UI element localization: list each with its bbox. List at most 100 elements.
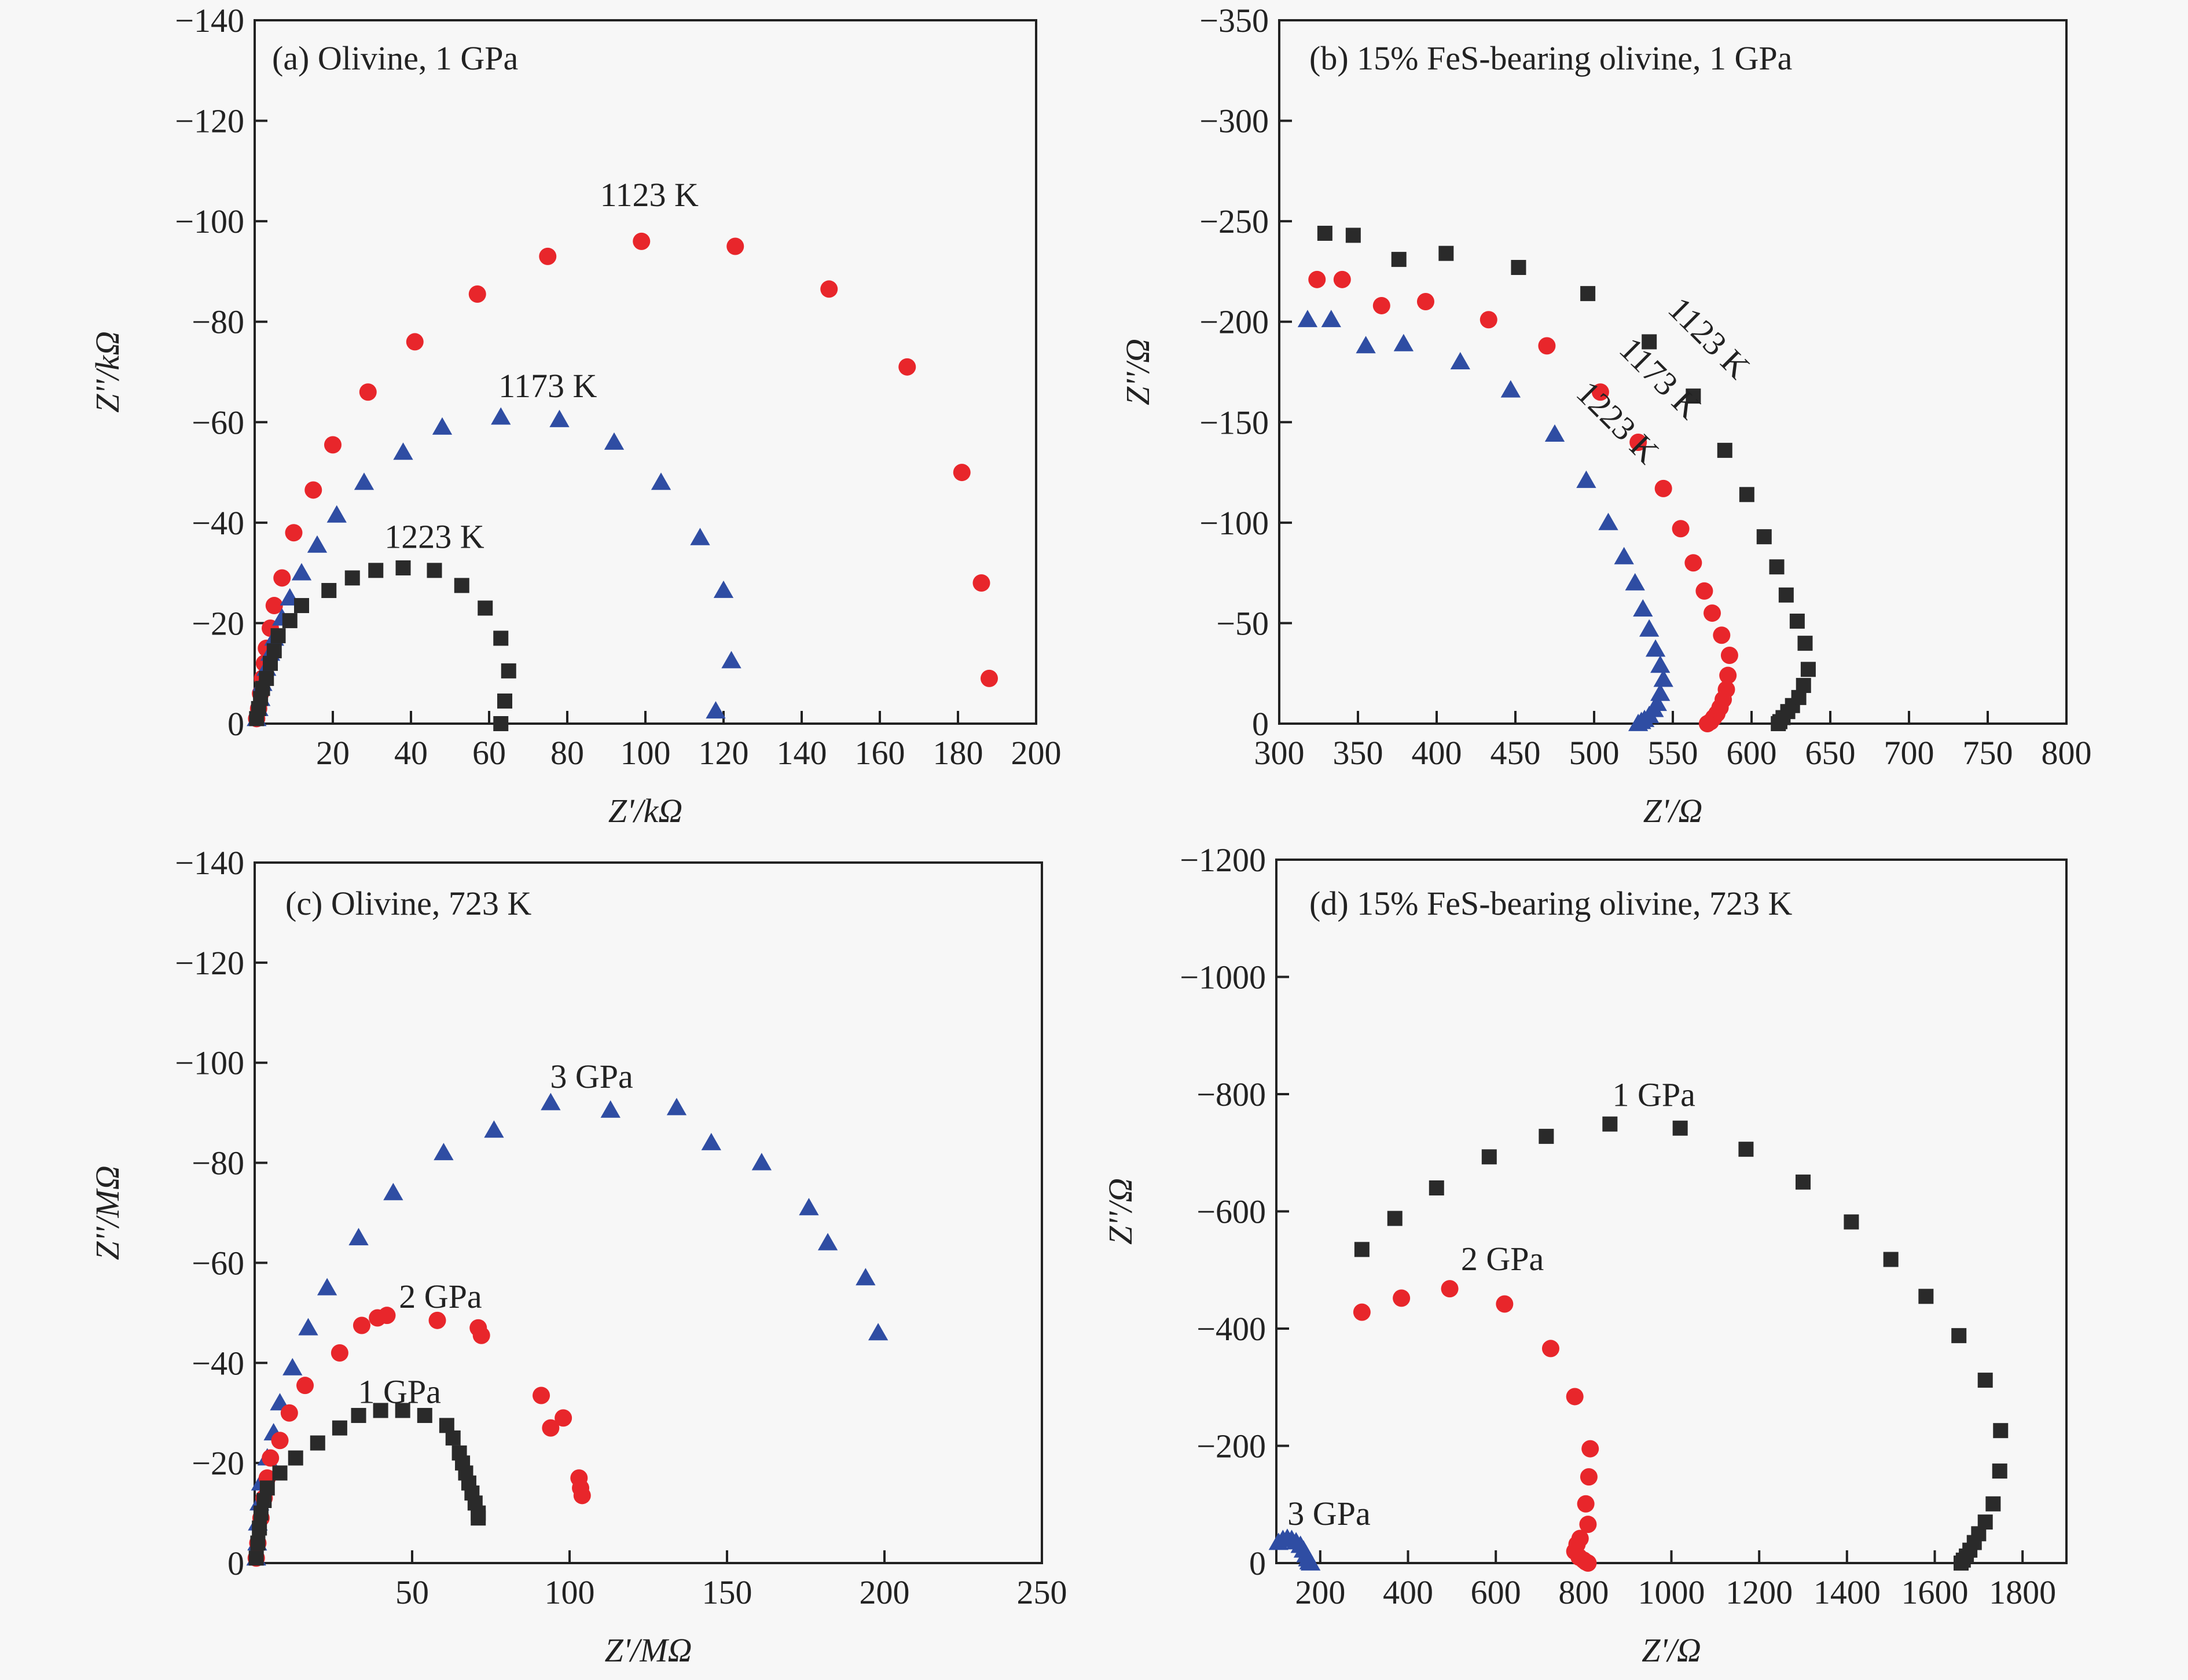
data-point — [1354, 1242, 1370, 1257]
x-tick-label: 750 — [1963, 734, 2013, 772]
panel-title: (b) 15% FeS-bearing olivine, 1 GPa — [1309, 39, 1792, 77]
data-point — [1496, 1295, 1514, 1313]
data-point — [751, 1153, 772, 1171]
x-tick-label: 800 — [1558, 1573, 1609, 1611]
series-1-gpa — [1354, 1116, 2009, 1571]
y-tick-label: −100 — [175, 1044, 244, 1082]
x-tick-label: 200 — [1011, 734, 1062, 772]
data-point — [326, 505, 347, 523]
data-point — [555, 1409, 572, 1427]
data-point — [726, 237, 744, 255]
data-point — [1438, 245, 1454, 261]
data-point — [1800, 662, 1816, 677]
data-point — [820, 280, 838, 298]
y-tick-label: −1000 — [1180, 959, 1266, 996]
y-axis-label: Z''/Ω — [1102, 1178, 1139, 1245]
data-point — [1720, 646, 1738, 664]
x-tick-label: 800 — [2042, 734, 2092, 772]
data-point — [282, 1358, 303, 1375]
data-point — [1918, 1289, 1934, 1304]
data-point — [1500, 380, 1521, 398]
data-point — [1591, 383, 1609, 401]
data-point — [501, 663, 516, 678]
x-tick-label: 700 — [1884, 734, 1934, 772]
data-point — [1308, 270, 1326, 288]
data-point — [373, 1403, 388, 1418]
data-point — [1579, 1554, 1597, 1572]
data-point — [250, 1535, 266, 1551]
series-annotation: 2 GPa — [399, 1278, 482, 1315]
data-point — [266, 643, 282, 659]
x-tick-label: 400 — [1383, 1573, 1433, 1611]
data-point — [1951, 1328, 1967, 1344]
data-point — [1297, 310, 1318, 328]
x-tick-label: 40 — [394, 734, 428, 772]
data-point — [666, 1098, 687, 1116]
data-point — [1393, 1289, 1411, 1307]
data-point — [1713, 626, 1731, 644]
series-1123-k — [1317, 225, 1816, 731]
data-point — [434, 1143, 454, 1161]
y-tick-label: −400 — [1196, 1310, 1266, 1348]
data-point — [1300, 1553, 1321, 1571]
data-point — [298, 1318, 318, 1336]
data-point — [378, 1307, 396, 1325]
data-point — [1977, 1373, 1993, 1388]
y-tick-label: −20 — [192, 1444, 244, 1482]
x-tick-label: 120 — [699, 734, 749, 772]
data-point — [1992, 1463, 2007, 1479]
data-point — [265, 597, 283, 615]
x-tick-label: 600 — [1471, 1573, 1521, 1611]
data-point — [1628, 713, 1649, 731]
y-tick-label: −60 — [192, 1244, 244, 1282]
panel-b: 300 350 400 450 500 550 600 650 700 750 800 0 −50 −10… — [1119, 2, 2092, 830]
x-tick-label: 650 — [1805, 734, 1856, 772]
data-point — [368, 563, 384, 578]
data-point — [533, 1386, 550, 1404]
data-point — [701, 1132, 721, 1150]
data-point — [1738, 1142, 1754, 1157]
data-point — [981, 669, 998, 687]
data-point — [432, 417, 453, 435]
data-point — [1778, 587, 1794, 603]
y-tick-label: −350 — [1199, 2, 1269, 39]
y-tick-label: −150 — [1199, 404, 1269, 441]
data-point — [604, 432, 625, 450]
data-point — [1579, 1516, 1597, 1534]
y-tick-label: −40 — [192, 504, 244, 542]
data-point — [1416, 293, 1434, 310]
x-tick-label: 350 — [1333, 734, 1383, 772]
x-tick-label: 80 — [550, 734, 584, 772]
data-point — [953, 464, 971, 482]
data-point — [1602, 1116, 1618, 1132]
data-point — [272, 1465, 288, 1481]
data-point — [263, 655, 278, 671]
data-point — [1771, 716, 1786, 731]
data-point — [1353, 1303, 1371, 1321]
data-point — [478, 600, 493, 616]
data-point — [1653, 669, 1673, 687]
series-1-gpa — [248, 1403, 486, 1566]
data-point — [1756, 529, 1772, 545]
data-point — [1717, 442, 1732, 458]
data-point — [856, 1268, 876, 1286]
data-point — [491, 407, 511, 425]
data-point — [1883, 1252, 1899, 1267]
data-point — [259, 1480, 275, 1496]
x-tick-label: 20 — [316, 734, 350, 772]
data-point — [331, 1344, 348, 1362]
data-point — [1356, 336, 1376, 354]
x-tick-label: 150 — [702, 1573, 752, 1611]
data-point — [296, 1377, 314, 1395]
data-point — [1577, 1495, 1595, 1513]
data-point — [1954, 1556, 1969, 1571]
data-point — [354, 472, 375, 490]
series-1173-k — [1308, 270, 1738, 732]
x-tick-label: 1600 — [1901, 1573, 1969, 1611]
data-point — [270, 628, 286, 644]
y-tick-label: −100 — [175, 203, 244, 240]
data-point — [1538, 337, 1556, 355]
x-tick-label: 300 — [1254, 734, 1305, 772]
data-point — [817, 1233, 838, 1250]
x-tick-label: 200 — [860, 1573, 910, 1611]
